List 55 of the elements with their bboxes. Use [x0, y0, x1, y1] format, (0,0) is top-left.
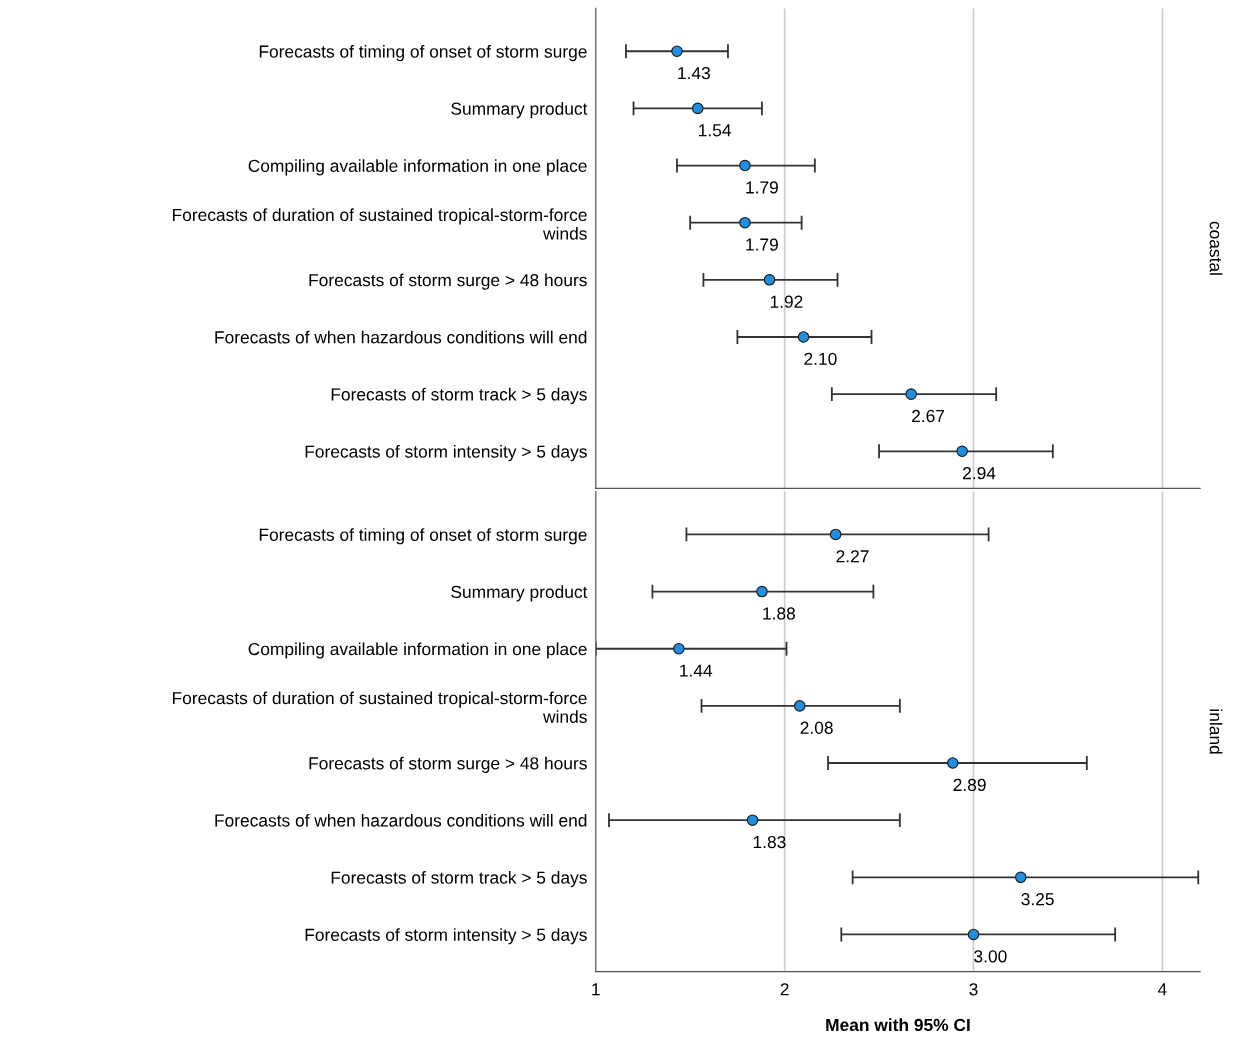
- point: [1014, 871, 1027, 884]
- y-tick-label: Forecasts of storm track > 5 days: [331, 871, 587, 888]
- y-tick-label: Summary product: [451, 102, 588, 119]
- point: [671, 45, 683, 58]
- y-tick-label: Forecasts of storm intensity > 5 days: [305, 444, 587, 462]
- y-tick-label: Forecasts of timing of onset of storm surge: [259, 528, 587, 545]
- x-tick-label: 4: [1157, 983, 1167, 996]
- point: [946, 757, 959, 769]
- point: [739, 159, 751, 172]
- y-tick-label: Forecasts of storm surge > 48 hours: [309, 756, 587, 773]
- y-tick-label: Forecasts of storm intensity > 5 days: [305, 928, 587, 945]
- point: [967, 928, 980, 941]
- x-axis-title: Mean with 95% CI: [826, 1018, 970, 1032]
- point: [793, 700, 806, 712]
- y-tick-label: Forecasts of storm track > 5 days: [331, 387, 587, 405]
- y-axis-title: coastal: [1209, 221, 1223, 275]
- point: [673, 642, 685, 655]
- y-tick-label: Summary product: [451, 585, 588, 602]
- data-label: 3.00: [974, 950, 1007, 963]
- point: [905, 388, 917, 400]
- y-tick-label: Forecasts of when hazardous conditions will end: [215, 330, 587, 344]
- data-label: 1.88: [763, 607, 795, 620]
- point: [829, 528, 842, 541]
- data-label: 1.54: [699, 124, 732, 137]
- y-tick-label: Forecasts of when hazardous conditions will end: [215, 813, 587, 827]
- y-tick-label: Forecasts of storm surge > 48 hours: [309, 273, 587, 290]
- data-label: 2.08: [800, 721, 833, 734]
- data-label: 1.79: [746, 181, 778, 194]
- y-tick-label: Forecasts of duration of sustained tropical-storm-force winds: [173, 691, 587, 723]
- data-label: 3.25: [1021, 893, 1054, 906]
- point: [763, 274, 776, 286]
- point: [739, 216, 751, 229]
- x-tick-label: 2: [780, 983, 789, 996]
- y-tick-label: Compiling available information in one place: [248, 642, 587, 659]
- point: [956, 445, 968, 458]
- data-label: 2.27: [836, 550, 869, 563]
- y-tick-label: Forecasts of duration of sustained tropical-storm-force winds: [173, 208, 587, 240]
- data-label: 1.79: [746, 238, 778, 251]
- data-label: 1.44: [680, 664, 713, 677]
- x-tick-label: 1: [592, 983, 600, 996]
- point: [691, 102, 704, 115]
- data-label: 1.83: [753, 835, 786, 849]
- point: [746, 814, 759, 826]
- y-tick-label: Compiling available information in one place: [248, 159, 587, 176]
- point: [756, 585, 768, 598]
- data-label: 2.94: [963, 467, 996, 480]
- data-label: 2.10: [804, 352, 837, 366]
- data-label: 1.92: [770, 295, 803, 308]
- point: [797, 331, 810, 343]
- x-tick-label: 3: [969, 983, 978, 996]
- data-label: 2.89: [953, 778, 986, 792]
- data-label: 2.67: [912, 409, 945, 423]
- y-tick-label: Forecasts of timing of onset of storm surge: [259, 44, 587, 62]
- data-label: 1.43: [678, 66, 710, 80]
- y-axis-title: inland: [1209, 709, 1223, 754]
